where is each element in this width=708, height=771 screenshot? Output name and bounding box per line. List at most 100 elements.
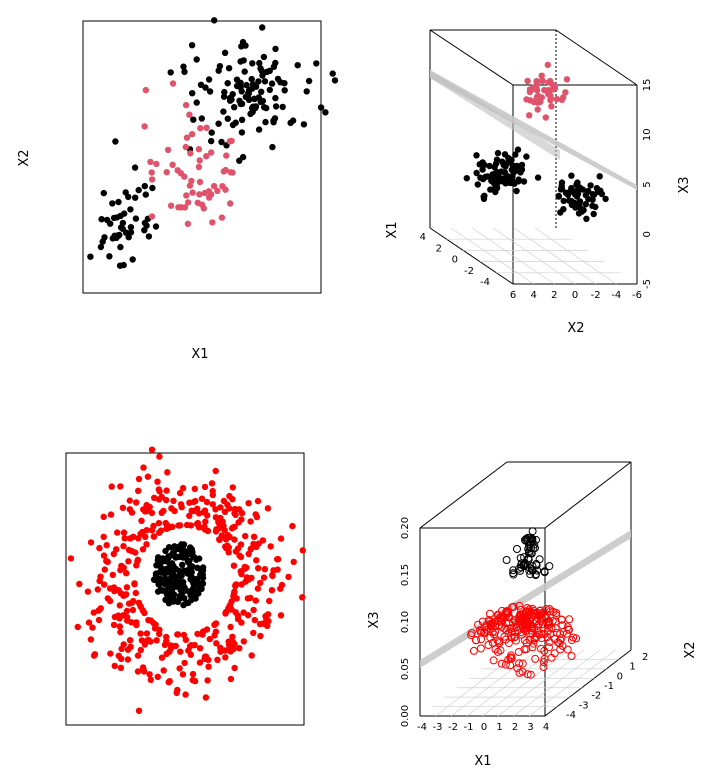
data-point [128, 599, 136, 606]
data-point [505, 154, 512, 162]
x-ticks-top-right: 420 -2 -4 [420, 232, 490, 288]
data-point [110, 621, 118, 629]
data-point [513, 187, 520, 195]
data-point [202, 84, 209, 91]
data-point [116, 602, 124, 609]
data-point [87, 253, 94, 260]
data-point [557, 209, 564, 216]
data-point [206, 88, 214, 95]
data-point [152, 572, 160, 580]
data-point [481, 623, 490, 632]
data-point [540, 654, 549, 663]
data-point [563, 76, 571, 83]
data-point [146, 671, 153, 678]
data-point [187, 544, 194, 551]
data-point [123, 607, 131, 615]
data-point [100, 513, 107, 520]
y-axis-label-top-left: X2 [17, 149, 32, 166]
data-point [146, 503, 153, 511]
data-point [565, 625, 573, 634]
data-point [573, 181, 580, 188]
data-point [126, 497, 133, 504]
data-point [486, 625, 495, 633]
grid-line [529, 649, 616, 717]
data-point [329, 70, 336, 77]
y-tick-label: 2 [642, 652, 648, 663]
data-point [140, 665, 147, 673]
data-point [188, 567, 195, 574]
separating-plane-bottom-right [420, 530, 631, 668]
data-point [190, 498, 197, 506]
data-point [484, 641, 493, 649]
data-point [215, 519, 222, 526]
data-point [525, 635, 534, 644]
data-point [517, 169, 524, 176]
data-point [135, 707, 143, 714]
data-point [220, 497, 228, 505]
data-point [277, 535, 285, 542]
data-point [261, 566, 269, 573]
data-point [477, 628, 486, 637]
data-point [228, 137, 235, 145]
x-tick-label: 1 [496, 722, 502, 733]
data-point [513, 664, 522, 673]
data-point [196, 659, 204, 666]
data-point [532, 535, 540, 544]
x-ticks-bottom-right: -4 -3 -2 -1 0 1 2 3 4 [417, 722, 549, 733]
plot-frame-top-left [82, 20, 322, 294]
data-point [236, 645, 243, 652]
data-point [502, 556, 511, 564]
data-point [212, 467, 219, 475]
x-tick-label: 0 [481, 722, 487, 733]
data-point [189, 670, 197, 678]
data-point [572, 634, 581, 643]
z-ticks-top-right: 15 10 5 0 -5 [642, 79, 653, 289]
data-point [227, 675, 235, 683]
data-point [133, 499, 140, 506]
data-point [509, 569, 518, 578]
data-point [154, 478, 161, 485]
x-tick-label: -4 [480, 277, 490, 288]
data-point [115, 587, 122, 594]
data-point [220, 108, 227, 115]
data-point [277, 585, 284, 592]
data-point [175, 204, 182, 211]
data-point [531, 654, 540, 663]
data-point [553, 95, 561, 103]
data-point [547, 92, 554, 99]
data-point [558, 621, 567, 630]
data-point [208, 149, 215, 156]
data-point [187, 150, 194, 157]
points-bottom-right [467, 527, 581, 679]
data-point [203, 498, 211, 506]
y-axis-label-bottom-right: X2 [683, 641, 698, 658]
data-point [269, 572, 276, 580]
x-tick-label: -2 [464, 266, 474, 277]
data-point [120, 543, 127, 550]
data-point [190, 116, 197, 123]
data-point [474, 181, 481, 188]
z-tick-label: 0.05 [400, 658, 411, 680]
data-point [496, 646, 505, 655]
data-point [583, 215, 590, 222]
data-point [152, 223, 160, 230]
data-point [205, 76, 213, 83]
data-point [204, 677, 211, 684]
data-point [248, 652, 255, 659]
data-point [589, 191, 596, 198]
data-point [528, 527, 537, 536]
data-point [538, 77, 546, 84]
data-point [117, 224, 125, 231]
data-point [519, 561, 528, 570]
data-point [524, 555, 533, 564]
data-point [491, 627, 500, 636]
data-point [515, 601, 524, 610]
data-point [176, 665, 183, 672]
data-point [227, 623, 234, 631]
data-point [532, 559, 541, 568]
data-point [185, 559, 192, 566]
data-point [579, 186, 586, 193]
data-point [598, 190, 606, 198]
data-point [132, 194, 139, 201]
data-point [560, 94, 567, 101]
